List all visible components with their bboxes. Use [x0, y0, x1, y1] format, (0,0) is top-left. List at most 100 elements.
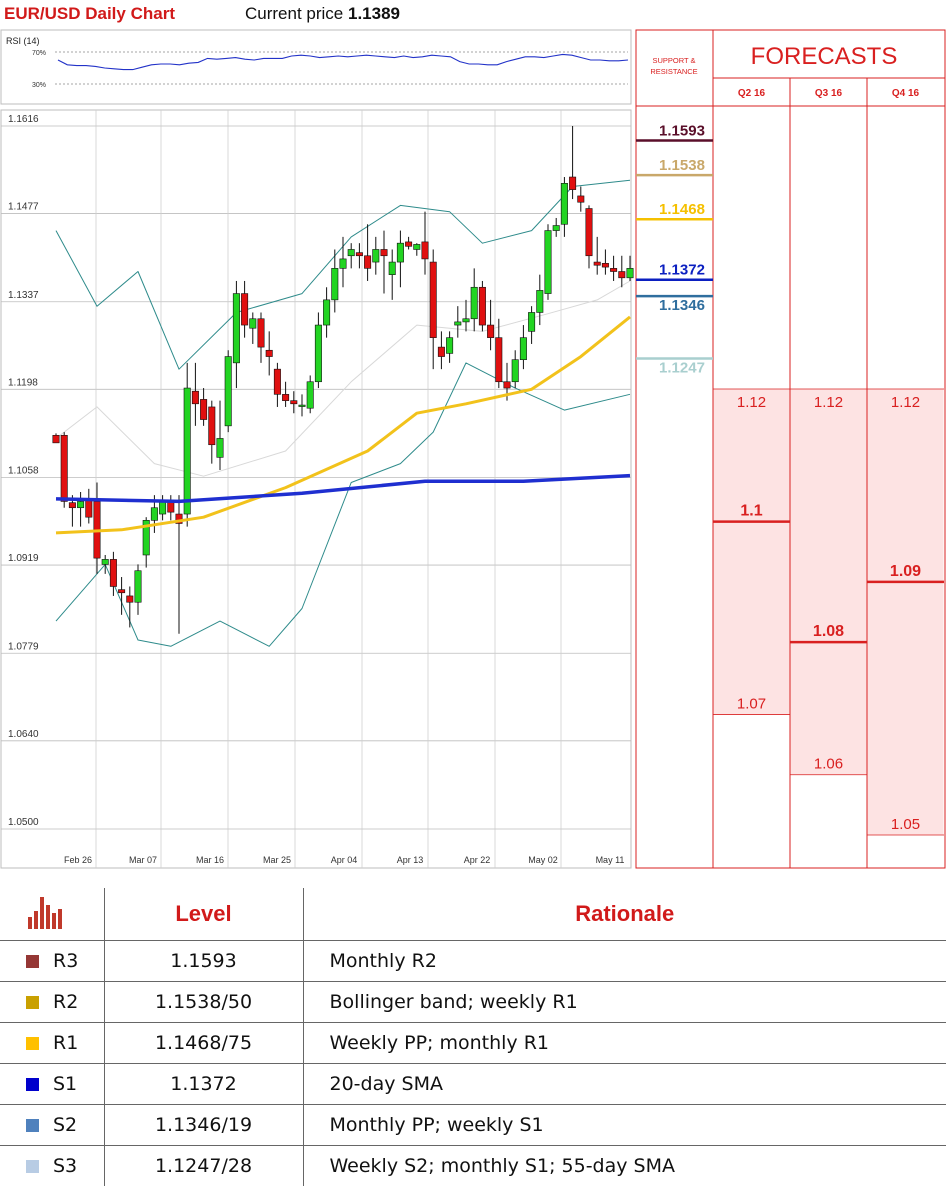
x-tick-label: Mar 25 — [263, 855, 291, 865]
candle-up — [372, 249, 380, 263]
quarter-label: Q3 16 — [815, 88, 843, 99]
candle-down — [265, 349, 273, 357]
candle-up — [470, 286, 478, 320]
sr-header: SUPPORT & — [652, 56, 695, 65]
candle-up — [626, 268, 634, 279]
level-rationale: 20-day SMA — [303, 1063, 946, 1105]
candle-down — [257, 318, 265, 348]
candle-up — [454, 321, 462, 326]
candle-up — [536, 290, 544, 313]
candle-up — [560, 183, 568, 225]
bollinger-upper — [55, 179, 631, 370]
sma-gold — [55, 315, 631, 535]
level-color-swatch — [26, 1119, 39, 1132]
candle-down — [60, 434, 68, 502]
level-column-header: Level — [175, 901, 232, 926]
forecast-high: 1.12 — [891, 394, 920, 411]
forecast-title: FORECASTS — [751, 43, 898, 70]
candle-up — [101, 559, 109, 565]
level-rationale: Weekly PP; monthly R1 — [303, 1022, 946, 1064]
candle-down — [191, 390, 199, 405]
rsi-frame — [0, 29, 632, 105]
price-frame — [0, 109, 632, 869]
y-tick-label: 1.0919 — [8, 553, 39, 564]
candle-down — [175, 513, 183, 524]
rsi-level-label: 70% — [32, 50, 46, 57]
x-tick-label: Apr 04 — [331, 855, 358, 865]
level-value: 1.1538/50 — [104, 981, 304, 1023]
forecast-low: 1.06 — [814, 756, 843, 773]
candle-down — [52, 434, 60, 444]
sr-label: 1.1593 — [659, 122, 705, 139]
candle-down — [585, 208, 593, 257]
candle-down — [437, 346, 445, 357]
candle-down — [85, 499, 93, 518]
candle-up — [77, 501, 85, 509]
candle-up — [511, 359, 519, 383]
candle-down — [355, 252, 363, 257]
level-value: 1.1593 — [104, 940, 304, 982]
y-tick-label: 1.1477 — [8, 202, 39, 213]
x-tick-label: Feb 26 — [64, 855, 92, 865]
candle-down — [495, 337, 503, 383]
forecast-mid: 1.1 — [740, 503, 762, 520]
x-tick-label: Mar 16 — [196, 855, 224, 865]
forecast-mid: 1.08 — [813, 623, 844, 640]
candle-down — [290, 400, 298, 405]
level-color-swatch — [26, 996, 39, 1009]
y-tick-label: 1.1616 — [8, 114, 39, 125]
level-name: R2 — [53, 991, 79, 1013]
y-tick-label: 1.0500 — [8, 817, 39, 828]
levels-row: R2 1.1538/50 Bollinger band; weekly R1 — [0, 981, 946, 1023]
forecast-low: 1.05 — [891, 816, 920, 833]
current-price: Current price 1.1389 — [245, 4, 400, 24]
candle-down — [364, 255, 372, 269]
candle-up — [314, 324, 322, 383]
rsi-line — [57, 53, 629, 71]
x-tick-label: May 02 — [528, 855, 558, 865]
x-tick-label: Apr 22 — [464, 855, 491, 865]
level-name: S2 — [53, 1114, 78, 1136]
forecast-mid: 1.09 — [890, 563, 921, 580]
candle-up — [306, 381, 314, 409]
y-tick-label: 1.0779 — [8, 641, 39, 652]
chart-canvas: RSI (14)70%30% 1.16161.14771.13371.11981… — [0, 29, 946, 869]
level-value: 1.1346/19 — [104, 1104, 304, 1146]
level-value: 1.1468/75 — [104, 1022, 304, 1064]
candle-up — [396, 242, 404, 263]
candle-down — [405, 241, 413, 247]
candle-up — [216, 438, 224, 458]
candle-up — [446, 337, 454, 354]
candle-down — [478, 286, 486, 326]
candle-up — [134, 570, 142, 603]
candle-up — [388, 261, 396, 275]
candle-up — [347, 249, 355, 257]
level-rationale: Monthly PP; weekly S1 — [303, 1104, 946, 1146]
candle-down — [593, 261, 601, 266]
forecast-high: 1.12 — [737, 394, 766, 411]
sr-label: 1.1372 — [659, 262, 705, 279]
levels-row: S2 1.1346/19 Monthly PP; weekly S1 — [0, 1104, 946, 1146]
forecast-range — [867, 389, 944, 835]
candle-down — [429, 261, 437, 338]
candle-down — [282, 394, 290, 401]
forecast-panel: FORECASTS SUPPORT & RESISTANCE Q2 16 1.12 1.1… — [635, 29, 946, 869]
candle-up — [249, 318, 257, 329]
rsi-label: RSI (14) — [6, 36, 40, 46]
candle-up — [298, 404, 306, 407]
level-rationale: Weekly S2; monthly S1; 55-day SMA — [303, 1145, 946, 1186]
candle-up — [462, 318, 470, 323]
level-rationale: Bollinger band; weekly R1 — [303, 981, 946, 1023]
candle-down — [421, 241, 429, 260]
candle-up — [339, 258, 347, 269]
x-tick-label: May 11 — [596, 855, 625, 865]
candle-down — [569, 176, 577, 190]
rsi-panel: RSI (14) 70% 30% — [0, 29, 632, 105]
price-panel: 1.1616 1.1477 1.1337 1.1198 1.1058 1.0919 1.07… — [0, 109, 634, 869]
candle-up — [413, 244, 421, 250]
candle-down — [577, 195, 585, 203]
candle-up — [150, 507, 158, 521]
sr-label: 1.1346 — [659, 297, 705, 314]
level-name: S3 — [53, 1155, 78, 1177]
candle-up — [183, 387, 191, 515]
